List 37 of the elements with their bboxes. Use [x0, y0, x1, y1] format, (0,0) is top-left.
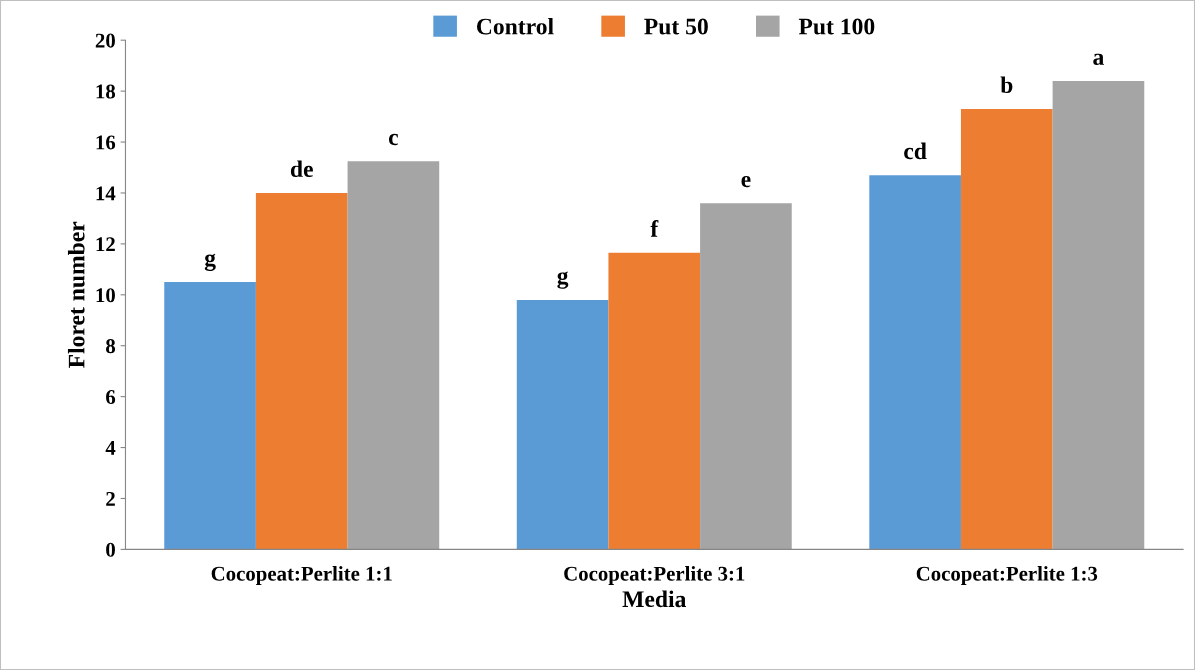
legend-label: Put 100 — [798, 18, 875, 35]
x-tick-label: Cocopeat:Perlite 1:1 — [211, 566, 392, 585]
y-tick-label: 0 — [106, 542, 115, 557]
y-tick-label: 18 — [96, 84, 116, 99]
data-label: c — [388, 133, 399, 146]
bar — [608, 252, 701, 550]
y-tick-label: 8 — [106, 339, 116, 354]
bar — [347, 161, 440, 550]
bar — [164, 282, 256, 550]
y-tick-label: 20 — [95, 33, 115, 48]
x-tick-label: Cocopeat:Perlite 1:3 — [916, 566, 1098, 585]
data-label: b — [1000, 76, 1013, 94]
y-tick-label: 2 — [106, 491, 115, 506]
data-label: cd — [904, 142, 927, 160]
y-tick-label: 16 — [96, 135, 116, 150]
y-axis-title: Floret number — [67, 221, 85, 368]
bar — [1052, 80, 1145, 550]
data-label: e — [741, 175, 751, 188]
bar — [516, 299, 609, 550]
x-tick-label: Cocopeat:Perlite 3:1 — [564, 566, 745, 585]
y-tick-label: 12 — [96, 237, 115, 252]
data-label: g — [204, 253, 216, 271]
bar — [960, 108, 1053, 550]
x-axis-title: Media — [622, 590, 687, 608]
bar — [869, 175, 961, 550]
bar — [255, 192, 348, 550]
bar — [700, 203, 792, 550]
y-tick-label: 6 — [106, 390, 116, 405]
y-tick-label: 14 — [96, 186, 116, 201]
data-label: g — [557, 271, 569, 289]
data-label: f — [650, 220, 659, 237]
y-tick-label: 10 — [96, 288, 115, 303]
legend-label: Control — [476, 17, 554, 35]
data-label: de — [290, 160, 313, 178]
data-label: a — [1093, 53, 1104, 66]
legend-label: Put 50 — [644, 18, 708, 35]
y-tick-label: 4 — [105, 441, 116, 455]
